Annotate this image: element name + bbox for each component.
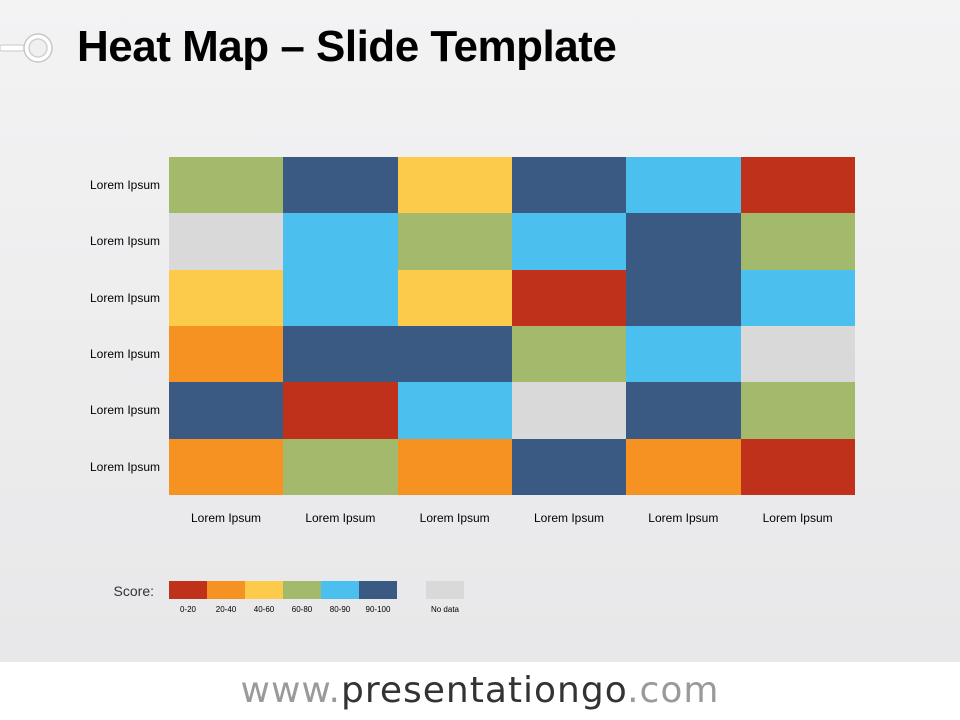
column-label: Lorem Ipsum <box>305 511 376 525</box>
magnifier-icon <box>0 33 53 63</box>
legend-swatch-label: 0-20 <box>179 605 196 614</box>
heatmap-cell <box>511 157 627 214</box>
footer-suffix: .com <box>627 670 720 711</box>
heatmap-cell <box>283 213 399 271</box>
column-label: Lorem Ipsum <box>762 511 833 525</box>
heatmap-cell <box>283 269 399 327</box>
heatmap-cell <box>283 438 399 496</box>
legend-swatch-label: 20-40 <box>215 605 237 614</box>
row-label: Lorem Ipsum <box>89 290 160 305</box>
heatmap-cell <box>626 438 742 496</box>
heatmap-cell <box>169 325 284 383</box>
legend-swatch-label: 90-100 <box>365 605 391 614</box>
row-label: Lorem Ipsum <box>89 403 160 418</box>
heatmap-cell <box>740 269 856 327</box>
heatmap-cell <box>283 325 399 383</box>
heatmap-cell <box>283 382 399 440</box>
legend-swatch-no-data <box>426 581 464 599</box>
footer-url: www.presentationgo.com <box>0 662 960 720</box>
heatmap-cell <box>626 269 742 327</box>
heatmap-cell <box>283 157 399 214</box>
column-label: Lorem Ipsum <box>190 511 262 525</box>
page-title: Heat Map – Slide Template <box>77 22 617 71</box>
legend-swatch-label: 60-80 <box>291 605 313 614</box>
legend-swatch <box>359 581 397 599</box>
heatmap-cell <box>740 382 856 440</box>
heatmap-cell <box>397 157 513 214</box>
column-label: Lorem Ipsum <box>533 511 604 525</box>
heatmap-cell <box>397 325 513 383</box>
heatmap-cell <box>169 269 284 327</box>
heatmap-cell <box>626 382 742 440</box>
heatmap-chart: Lorem Ipsum Lorem Ipsum Lorem Ipsum Lorem I… <box>89 157 856 525</box>
column-label: Lorem Ipsum <box>419 511 490 525</box>
heatmap-cell <box>169 157 284 214</box>
heatmap-cell <box>626 157 742 214</box>
heatmap-cell <box>511 325 627 383</box>
heatmap-cell <box>169 382 284 440</box>
footer-brand: presentationgo <box>341 670 628 711</box>
title-bar: Heat Map – Slide Template <box>0 8 960 78</box>
heatmap-cell <box>169 438 284 496</box>
legend-swatch <box>207 581 245 599</box>
legend-score-label: Score: <box>113 583 154 599</box>
heatmap-cell <box>511 438 627 496</box>
legend-swatch <box>321 581 359 599</box>
slide-canvas: Heat Map – Slide Template Lorem Ipsum Lor… <box>0 0 960 662</box>
row-label: Lorem Ipsum <box>89 347 160 362</box>
heatmap-cell <box>511 213 627 271</box>
row-label: Lorem Ipsum <box>89 459 160 474</box>
heatmap-cell <box>397 438 513 496</box>
footer-prefix: www. <box>240 670 341 711</box>
heatmap-cell <box>397 213 513 271</box>
column-label: Lorem Ipsum <box>648 511 719 525</box>
heatmap-cell <box>626 325 742 383</box>
legend-no-data-label: No data <box>430 605 460 614</box>
legend-swatch-label: 40-60 <box>253 605 275 614</box>
heatmap-cell <box>740 325 856 383</box>
heatmap-cell <box>169 213 284 271</box>
legend-swatch <box>245 581 283 599</box>
heatmap-cell <box>740 213 856 271</box>
legend-swatch <box>169 581 207 599</box>
heatmap-cell <box>740 438 856 496</box>
heatmap-cell <box>740 157 856 214</box>
heatmap-cell <box>397 269 513 327</box>
heatmap-cell <box>626 213 742 271</box>
row-label: Lorem Ipsum <box>89 234 160 249</box>
heatmap-cell <box>397 382 513 440</box>
row-label: Lorem Ipsum <box>89 178 160 193</box>
heatmap-cell <box>511 382 627 440</box>
heatmap-cell <box>511 269 627 327</box>
legend-swatch <box>283 581 321 599</box>
legend-swatch-label: 80-90 <box>329 605 351 614</box>
